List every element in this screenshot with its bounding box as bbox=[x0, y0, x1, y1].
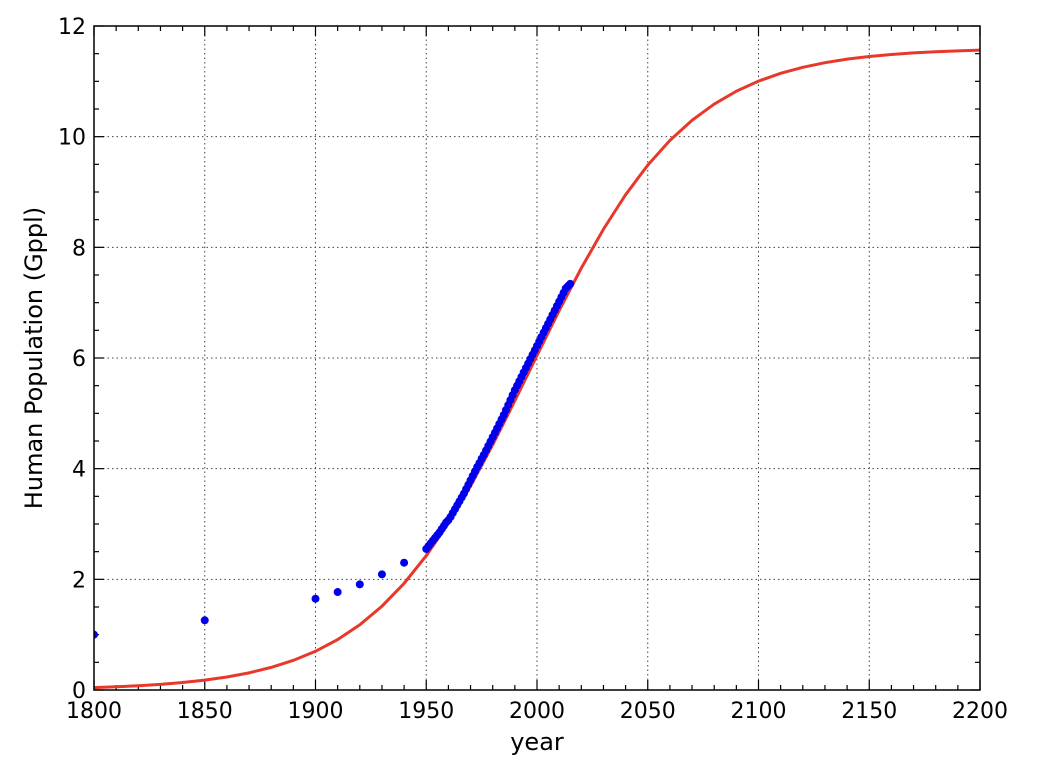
x-tick-label: 1900 bbox=[288, 699, 344, 724]
data-point bbox=[311, 594, 320, 603]
y-tick-label: 4 bbox=[72, 458, 86, 483]
x-tick-label: 1950 bbox=[398, 699, 454, 724]
data-point bbox=[333, 588, 342, 597]
x-axis-label: year bbox=[510, 728, 564, 756]
y-tick-label: 12 bbox=[58, 15, 86, 40]
x-tick-label: 1800 bbox=[66, 699, 122, 724]
data-point bbox=[377, 570, 386, 579]
data-point bbox=[200, 616, 209, 625]
y-tick-label: 6 bbox=[72, 347, 86, 372]
x-tick-label: 2000 bbox=[509, 699, 565, 724]
data-point bbox=[566, 279, 575, 288]
y-tick-label: 0 bbox=[72, 679, 86, 704]
x-tick-label: 2050 bbox=[620, 699, 676, 724]
plot-frame bbox=[93, 25, 981, 691]
data-point bbox=[94, 630, 98, 639]
x-tick-label: 1850 bbox=[177, 699, 233, 724]
x-tick-label: 2100 bbox=[731, 699, 787, 724]
fit-line bbox=[94, 48, 980, 690]
x-tick-label: 2150 bbox=[841, 699, 897, 724]
y-tick-label: 2 bbox=[72, 568, 86, 593]
data-point bbox=[355, 580, 364, 589]
y-tick-label: 8 bbox=[72, 236, 86, 261]
data-point bbox=[400, 558, 409, 567]
y-axis-label: Human Population (Gppl) bbox=[20, 207, 48, 509]
y-tick-label: 10 bbox=[58, 126, 86, 151]
x-tick-label: 2200 bbox=[952, 699, 1008, 724]
